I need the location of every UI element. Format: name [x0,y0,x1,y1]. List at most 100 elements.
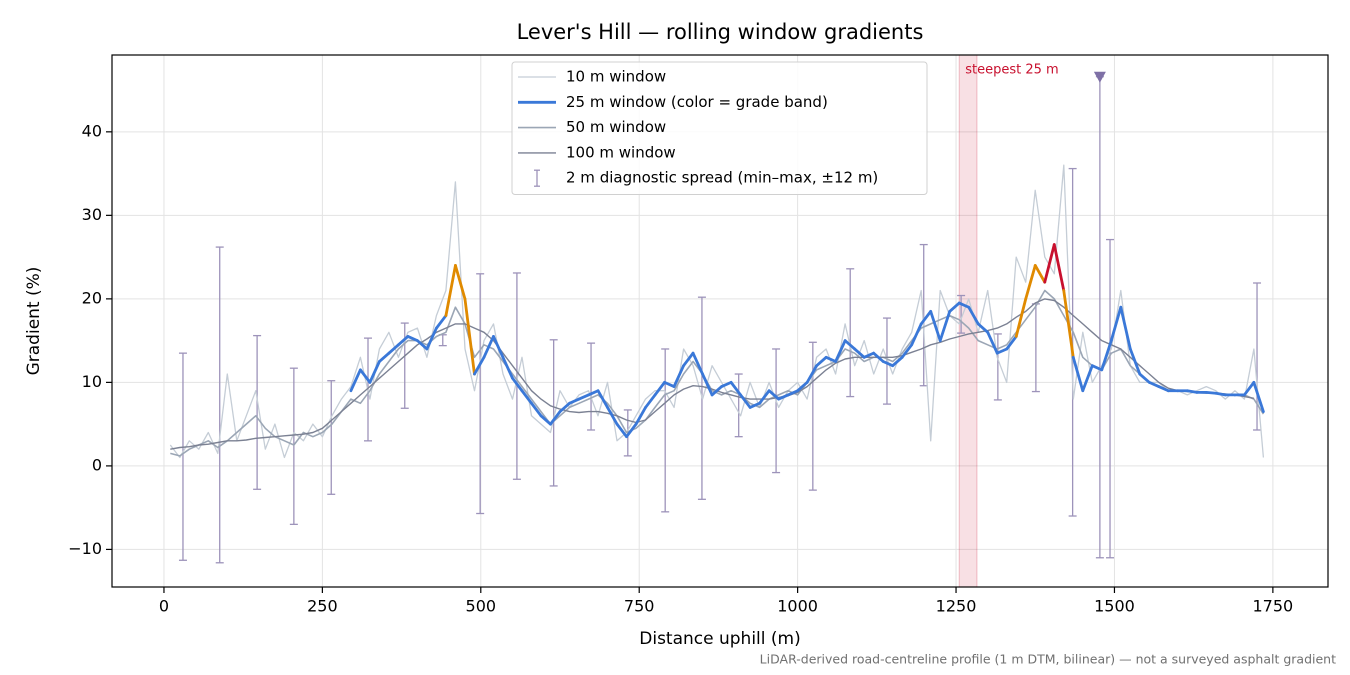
line-segment [815,355,828,368]
line-segment [986,330,999,355]
x-tick-label: 1000 [777,597,818,616]
y-tick-label: 10 [82,372,102,391]
spread-bar [549,339,558,487]
line-segment [1157,385,1170,393]
line-segment [473,355,486,376]
y-tick-label: 30 [82,205,102,224]
footnote: LiDAR-derived road-centreline profile (1… [760,652,1336,667]
spread-bar [772,348,781,474]
line-segment [777,393,790,401]
spread-bar [882,317,891,405]
spread-bar [476,273,485,515]
legend: 10 m window 25 m window (color = grade ba… [511,61,928,195]
line-segment [1043,243,1056,284]
line-segment [929,309,942,343]
line-segment [492,335,505,359]
line-segment [900,343,914,359]
line-segment [587,389,600,397]
line-segment [549,410,562,426]
line-segment [796,380,809,393]
line-segment [710,385,723,397]
line-segment [957,301,971,309]
line-segment [976,322,990,334]
chart-title: Lever's Hill — rolling window gradients [517,20,924,44]
y-tick-label: −10 [68,539,102,558]
line-segment [1128,347,1142,376]
line-segment [862,351,876,359]
line-segment [834,339,847,363]
line-segment [558,401,571,414]
axes: 0 250 500 750 1000 1250 1500 1750 −10 0 10 20 30 40 [68,121,1293,615]
line-segment [358,368,372,384]
line-segment [767,389,781,401]
spread-bar [919,243,928,387]
line-segment [691,351,704,376]
line-segment [758,389,771,405]
line-segment [967,305,980,326]
line-segment [910,322,923,347]
line-segment [805,364,819,384]
line-segment [454,264,467,301]
x-tick-label: 500 [466,597,497,616]
y-axis-label: Gradient (%) [24,267,44,376]
line-segment [1242,380,1256,397]
axes-frame [111,54,1329,588]
y-tick-label: 20 [82,288,102,307]
line-segment [463,297,476,376]
line-segment [539,414,552,426]
line-segment [425,326,438,351]
line-segment [682,351,695,368]
line-segment [1138,372,1151,384]
x-tick-label: 250 [307,597,338,616]
spread-bar [1106,238,1115,559]
spread-bar [215,246,224,564]
legend-label: 10 m window [566,68,666,86]
line-segment [1119,305,1132,351]
line-segment [948,301,961,313]
line-segment [995,347,1009,355]
line-segment [1071,355,1085,393]
spread-bar [327,380,336,495]
line-segment [634,406,647,426]
line-segment [511,376,524,393]
spread-bar [808,341,817,491]
line-segment [739,393,752,409]
x-tick-label: 0 [159,597,169,616]
line-segment [729,380,742,397]
spread-bar [846,268,855,398]
spread-bar [661,348,670,513]
line-segment [872,351,885,363]
line-segment [1252,380,1265,414]
line-segment [378,351,391,363]
x-axis-label: Distance uphill (m) [639,629,800,649]
line-segment [530,401,543,418]
line-segment [938,309,952,343]
line-segment [397,335,410,347]
line-segment [853,347,866,359]
spread-bar [512,272,521,480]
line-segment [720,380,733,388]
line-segment [644,393,657,409]
spread-bar [1068,167,1077,517]
line-segment [881,360,895,368]
line-segment [1062,289,1075,359]
line-segment [577,393,590,401]
line-segment [891,355,904,368]
line-series [170,289,1265,457]
line-segment [625,422,638,439]
line-series [169,164,1265,459]
line-segment [663,380,676,388]
legend-box [511,61,928,195]
line-segment [368,360,381,384]
line-segment [1204,391,1218,395]
x-tick-label: 1750 [1253,597,1294,616]
annotation-label: steepest 25 m [965,63,1058,78]
line-segment [824,355,838,363]
spread-bar [957,294,966,334]
line-segment [1014,297,1028,338]
line-segment [615,422,628,439]
x-tick-label: 750 [624,597,655,616]
legend-label: 25 m window (color = grade band) [566,93,828,111]
legend-label: 50 m window [566,118,666,136]
